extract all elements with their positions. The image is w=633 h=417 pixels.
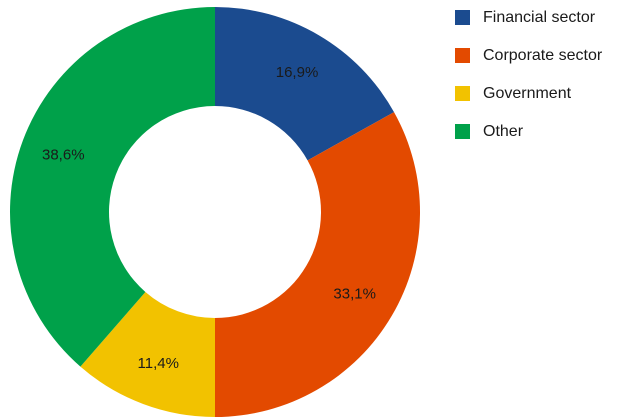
legend-item: Financial sector <box>455 8 602 27</box>
legend-swatch <box>455 124 470 139</box>
slice-value-label: 11,4% <box>138 355 179 372</box>
legend-label: Government <box>483 84 572 102</box>
legend-item: Corporate sector <box>455 46 602 65</box>
slice-value-label: 16,9% <box>276 64 319 81</box>
donut-slice <box>215 112 420 417</box>
donut-slice <box>80 291 215 417</box>
slice-value-label: 33,1% <box>333 286 376 303</box>
chart-legend: Financial sector Corporate sector Governme… <box>455 8 602 160</box>
legend-label: Financial sector <box>483 8 596 26</box>
legend-label: Corporate sector <box>483 46 603 64</box>
legend-swatch <box>455 86 470 101</box>
legend-swatch <box>455 48 470 63</box>
legend-item: Other <box>455 122 602 141</box>
donut-slice <box>215 7 395 161</box>
legend-label: Other <box>483 122 524 140</box>
slice-value-label: 38,6% <box>42 147 85 164</box>
donut-slice <box>10 7 216 367</box>
legend-item: Government <box>455 84 602 103</box>
legend-swatch <box>455 10 470 25</box>
